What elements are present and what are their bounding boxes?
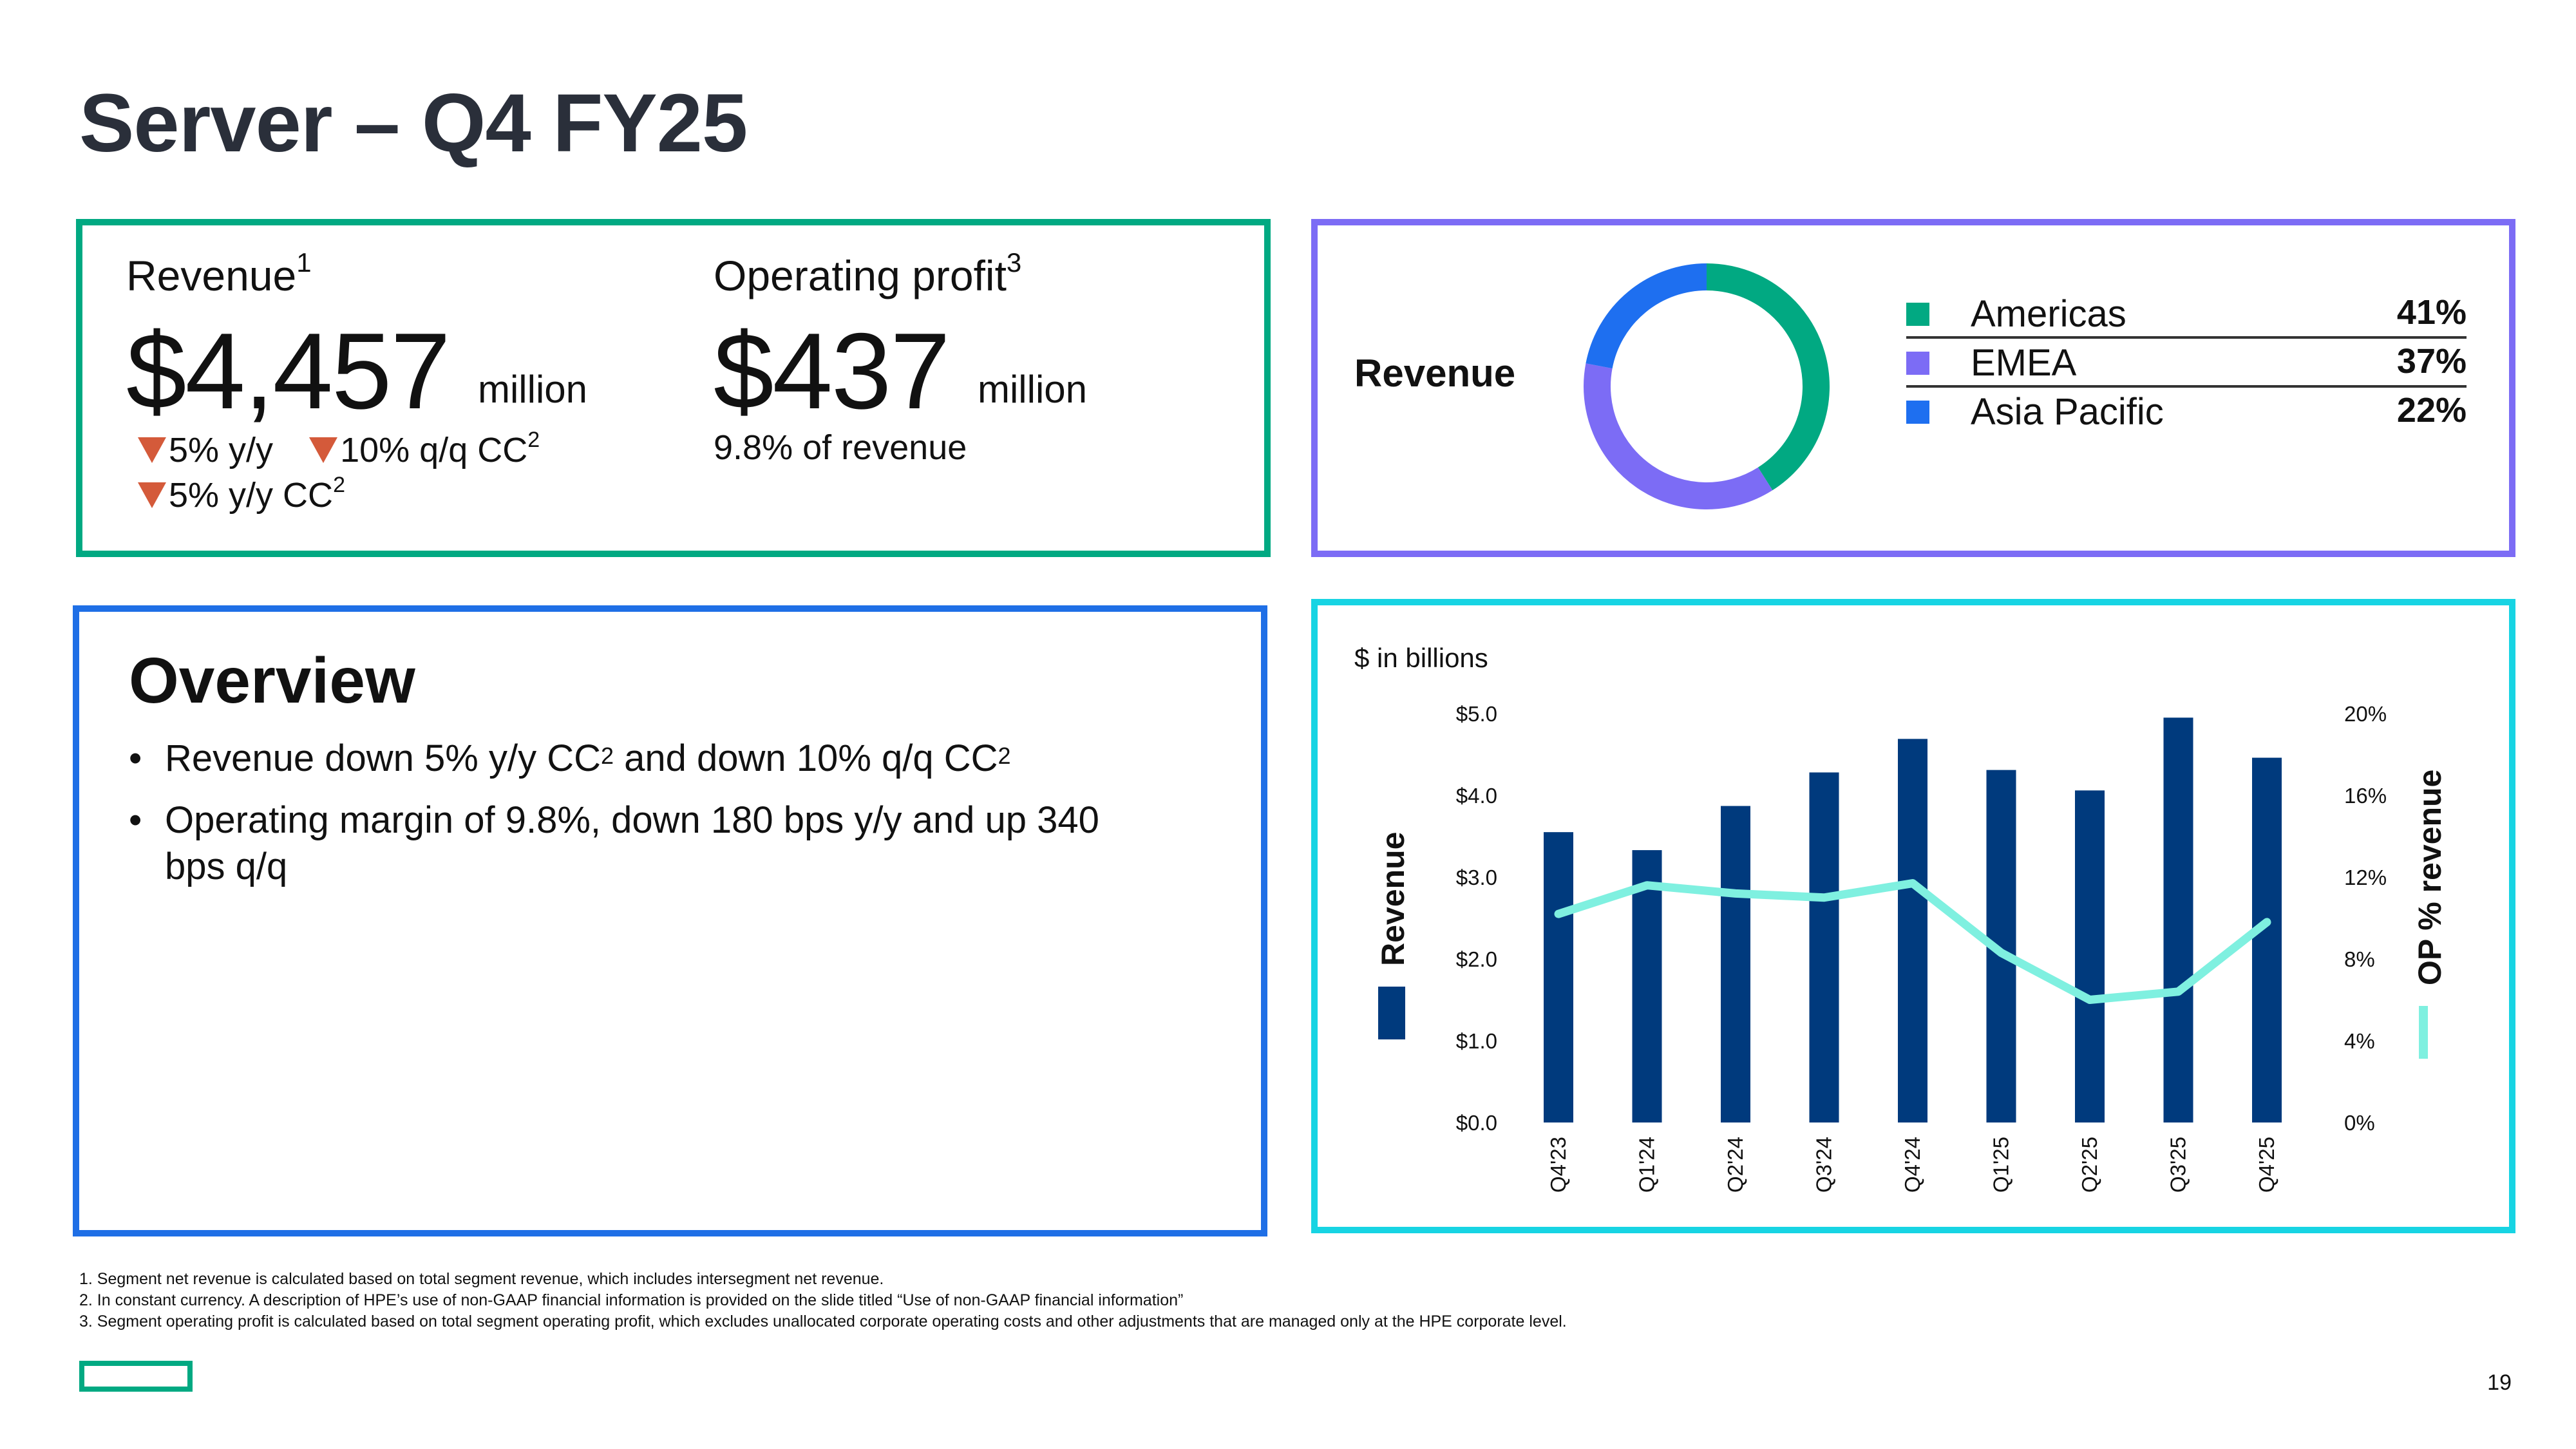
- revenue-value: $4,457: [126, 310, 451, 431]
- revenue-chart-panel: [1311, 599, 2515, 1233]
- operating-profit-unit: million: [978, 368, 1088, 411]
- legend-label: Americas: [1971, 293, 2126, 335]
- legend-divider: [1906, 336, 2467, 339]
- legend-divider: [1906, 385, 2467, 388]
- legend-value: 37%: [2396, 342, 2467, 381]
- operating-profit-value: $437: [714, 310, 951, 431]
- overview-title: Overview: [129, 645, 415, 717]
- down-triangle-icon: [138, 437, 166, 463]
- down-triangle-icon: [138, 482, 166, 508]
- footnote: 3. Segment operating profit is calculate…: [79, 1312, 1567, 1331]
- donut-slice-emea: [1584, 363, 1773, 509]
- legend-swatch: [1906, 352, 1929, 375]
- legend-label: Asia Pacific: [1971, 391, 2164, 433]
- overview-panel: [73, 605, 1267, 1236]
- operating-margin-text: 9.8% of revenue: [714, 428, 967, 467]
- region-mix-title: Revenue: [1354, 352, 1516, 395]
- legend-value: 22%: [2396, 391, 2467, 430]
- revenue-label: Revenue1: [126, 247, 312, 299]
- footnote: 2. In constant currency. A description o…: [79, 1291, 1184, 1309]
- bullet-dot: •: [129, 737, 142, 779]
- revenue-change-row2: 5% y/y CC2: [138, 473, 345, 515]
- overview-bullet: • Revenue down 5% y/y CC2 and down 10% q…: [129, 735, 1159, 787]
- legend-row-asia-pacific: Asia Pacific 22%: [1906, 388, 2467, 437]
- legend-swatch: [1906, 401, 1929, 424]
- legend-row-emea: EMEA 37%: [1906, 339, 2467, 388]
- donut-slice-americas: [1706, 263, 1830, 491]
- legend-value: 41%: [2396, 293, 2467, 332]
- legend-row-americas: Americas 41%: [1906, 290, 2467, 339]
- page-number: 19: [2487, 1370, 2512, 1395]
- legend-label: EMEA: [1971, 342, 2077, 384]
- region-donut-chart: [1584, 263, 1830, 509]
- legend-swatch: [1906, 303, 1929, 326]
- footnotes: 1. Segment net revenue is calculated bas…: [79, 1269, 1567, 1332]
- donut-slice-asia-pacific: [1586, 263, 1707, 369]
- footnote: 1. Segment net revenue is calculated bas…: [79, 1270, 884, 1288]
- revenue-change-row1: 5% y/y 10% q/q CC2: [138, 428, 540, 470]
- page-title: Server – Q4 FY25: [79, 77, 748, 169]
- hpe-logo: [79, 1361, 193, 1392]
- overview-bullet: • Operating margin of 9.8%, down 180 bps…: [129, 797, 1159, 894]
- down-triangle-icon: [309, 437, 338, 463]
- operating-profit-label: Operating profit3: [714, 247, 1022, 299]
- kpi-panel: [76, 219, 1271, 557]
- revenue-unit: million: [478, 368, 588, 411]
- bullet-dot: •: [129, 799, 142, 841]
- region-mix-panel: [1311, 219, 2515, 557]
